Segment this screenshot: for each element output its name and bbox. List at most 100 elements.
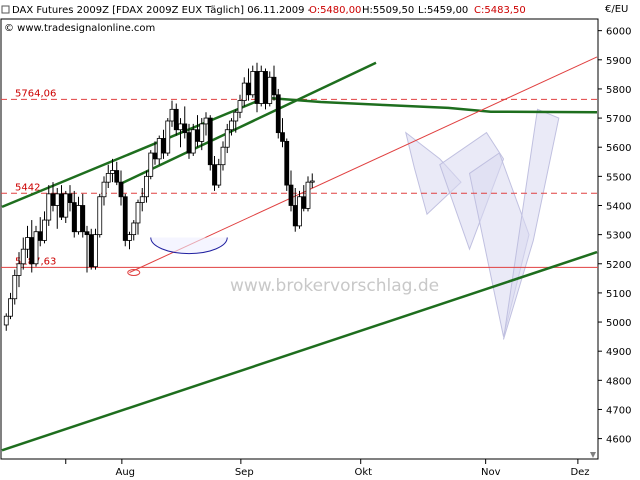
projection-zigzag-0	[404, 131, 462, 216]
candle-32	[139, 188, 145, 212]
level-label-1: 5442	[15, 182, 40, 193]
candle-2	[12, 269, 18, 305]
x-tick-label: Sep	[235, 467, 254, 478]
y-tick-label: 5400	[606, 201, 631, 212]
candle-18	[80, 193, 86, 238]
y-tick-label: 5200	[606, 260, 631, 271]
candle-9	[42, 211, 47, 244]
candle-body	[212, 164, 217, 186]
candle-body	[271, 76, 277, 96]
candle-body	[101, 181, 107, 198]
trendline-green-arc	[265, 96, 598, 114]
candle-body	[207, 117, 213, 166]
candle-4	[20, 237, 26, 270]
candle-body	[288, 184, 294, 206]
candle-34	[148, 150, 154, 180]
candle-body	[173, 108, 179, 131]
candle-52	[224, 123, 230, 154]
candle-61	[263, 68, 268, 110]
ohlc-high: H:5509,50	[362, 5, 414, 16]
candle-body	[169, 108, 175, 122]
candle-body	[127, 234, 132, 241]
candle-0	[3, 313, 9, 331]
y-tick-label: 5900	[606, 56, 631, 67]
candle-body	[3, 315, 9, 326]
candle-body	[237, 100, 243, 113]
candle-body	[131, 222, 137, 236]
chart-icon	[1, 5, 10, 14]
candle-body	[25, 237, 30, 250]
y-tick-label: 5100	[606, 289, 631, 300]
candle-21	[93, 228, 98, 270]
candle-body	[233, 111, 239, 122]
candle-body	[8, 298, 13, 317]
candle-body	[50, 193, 56, 206]
candle-40	[173, 103, 179, 136]
candle-body	[152, 152, 158, 160]
ellipse-arc	[150, 237, 228, 255]
trendline-red-rising	[129, 56, 598, 273]
candle-1	[8, 292, 13, 320]
candle-body	[165, 120, 171, 154]
candle-body	[84, 231, 90, 236]
candle-38	[165, 118, 171, 156]
candle-body	[148, 152, 154, 177]
candle-body	[42, 219, 47, 241]
candle-29	[127, 231, 132, 250]
trendline-layer	[1, 56, 598, 452]
candle-67	[288, 170, 294, 212]
candle-body	[93, 234, 98, 268]
y-axis: 4600 4700 4800 4900 5000 5100 5200 5300 5400 5500…	[598, 27, 631, 446]
candles-layer	[3, 62, 315, 331]
currency-label: €/EU	[605, 4, 628, 15]
candle-body	[216, 164, 222, 186]
watermark: www.brokervorschlag.de	[230, 276, 439, 296]
candle-body	[267, 76, 273, 104]
candle-body	[161, 138, 166, 154]
candle-body	[301, 196, 307, 209]
y-tick-label: 4800	[606, 376, 631, 387]
candle-body	[122, 196, 128, 241]
candle-body	[280, 132, 285, 142]
candle-body	[46, 193, 52, 221]
candle-65	[280, 118, 285, 148]
candle-body	[114, 170, 120, 183]
candle-body	[37, 231, 43, 241]
candle-body	[76, 205, 81, 233]
scroll-arrow-icon[interactable]	[590, 452, 596, 458]
candle-20	[88, 228, 94, 270]
candle-19	[84, 225, 90, 273]
candle-23	[101, 176, 107, 206]
candle-28	[122, 193, 128, 247]
candle-66	[284, 138, 290, 191]
candle-24	[105, 164, 111, 189]
candle-15	[67, 185, 73, 212]
chart-title: DAX Futures 2009Z [FDAX 2009Z EUX Täglic…	[12, 5, 312, 16]
y-tick-label: 4600	[606, 435, 631, 446]
candle-body	[250, 71, 256, 96]
x-tick-label: Aug	[115, 467, 135, 478]
candle-body	[118, 181, 124, 198]
ohlc-open: O:5480,00	[309, 5, 361, 16]
y-tick-label: 5600	[606, 143, 631, 154]
candle-26	[114, 161, 120, 186]
candle-50	[216, 158, 222, 189]
candle-14	[63, 190, 69, 223]
candle-body	[144, 175, 149, 198]
candle-body	[110, 170, 115, 174]
candle-71	[305, 176, 311, 212]
candle-body	[186, 132, 192, 154]
candle-body	[203, 117, 209, 125]
candle-body	[224, 129, 230, 148]
source-label: © www.tradesignalonline.com	[4, 23, 155, 34]
level-label-0: 5764,06	[15, 88, 56, 99]
candle-7	[33, 225, 39, 267]
low-marker	[127, 269, 141, 277]
candle-31	[135, 199, 141, 235]
candle-body	[88, 234, 94, 268]
candle-body	[199, 123, 205, 142]
candle-body	[178, 123, 183, 131]
candle-60	[258, 65, 264, 107]
candle-body	[258, 71, 264, 104]
